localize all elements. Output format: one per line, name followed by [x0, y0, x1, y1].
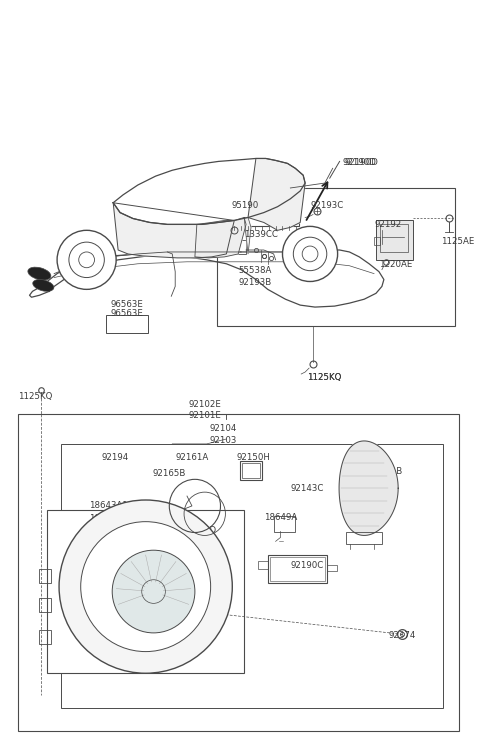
Text: 92193C: 92193C — [310, 201, 343, 210]
Bar — [376, 220, 413, 260]
Text: 1125KQ: 1125KQ — [307, 373, 341, 382]
Bar — [216, 188, 455, 326]
Circle shape — [283, 226, 337, 281]
Bar — [258, 561, 268, 569]
Text: 18643D: 18643D — [182, 526, 216, 535]
Text: 92193B: 92193B — [238, 278, 272, 286]
Polygon shape — [195, 217, 246, 258]
Text: 92101E: 92101E — [189, 412, 222, 421]
Text: 92190C: 92190C — [290, 561, 324, 570]
Bar — [347, 532, 382, 544]
Bar — [274, 516, 295, 532]
Text: 92143C: 92143C — [290, 484, 324, 494]
Text: 18647E: 18647E — [190, 561, 223, 570]
Circle shape — [59, 500, 232, 674]
Text: 92192: 92192 — [374, 220, 401, 230]
Text: 96563E: 96563E — [110, 309, 143, 318]
Text: 55538A: 55538A — [238, 266, 272, 274]
Bar — [39, 569, 51, 583]
Bar — [228, 205, 299, 226]
Text: 1339CC: 1339CC — [244, 230, 278, 239]
Bar — [225, 240, 246, 254]
Polygon shape — [113, 202, 234, 258]
Bar — [327, 565, 336, 571]
Bar — [270, 557, 325, 580]
Bar — [225, 209, 232, 223]
Text: 92194: 92194 — [101, 453, 129, 462]
Text: 95190: 95190 — [231, 201, 259, 210]
Bar — [268, 555, 327, 583]
Text: 92150H: 92150H — [236, 453, 270, 462]
Text: 1125AE: 1125AE — [441, 237, 474, 246]
Ellipse shape — [28, 267, 51, 280]
Text: 1125KQ: 1125KQ — [307, 373, 341, 382]
Bar — [106, 315, 148, 333]
Text: 18649A: 18649A — [264, 513, 297, 522]
Text: 92104: 92104 — [210, 424, 237, 433]
Circle shape — [57, 230, 116, 290]
Text: 96563E: 96563E — [110, 300, 143, 309]
Ellipse shape — [33, 280, 54, 291]
Bar — [39, 630, 51, 644]
Circle shape — [81, 522, 211, 652]
Polygon shape — [113, 158, 305, 224]
Text: H18647: H18647 — [187, 590, 221, 599]
Text: 92374: 92374 — [389, 631, 416, 640]
Text: 1125KQ: 1125KQ — [18, 392, 52, 400]
Text: 92161A: 92161A — [175, 453, 208, 462]
Bar — [47, 510, 244, 674]
Bar — [61, 444, 443, 708]
Text: 1220AE: 1220AE — [379, 260, 412, 268]
Text: 92102E: 92102E — [189, 400, 222, 409]
Text: 18647: 18647 — [195, 606, 222, 615]
Bar — [106, 518, 134, 536]
Circle shape — [112, 550, 195, 633]
Text: 92190D: 92190D — [345, 158, 378, 167]
Bar — [18, 414, 459, 731]
Text: 92103: 92103 — [210, 436, 237, 445]
Text: 18647D: 18647D — [89, 514, 123, 523]
Text: 92190D: 92190D — [343, 158, 376, 167]
Text: 18643A1: 18643A1 — [89, 501, 128, 510]
Bar — [242, 463, 260, 478]
Polygon shape — [248, 158, 305, 230]
Text: 92165B: 92165B — [153, 469, 186, 478]
Polygon shape — [339, 441, 398, 536]
Bar — [374, 237, 380, 245]
Polygon shape — [244, 217, 251, 254]
Bar — [202, 562, 223, 574]
Text: 92191B: 92191B — [369, 466, 402, 476]
Bar — [380, 224, 408, 252]
Bar — [39, 598, 51, 612]
Bar — [240, 460, 262, 480]
